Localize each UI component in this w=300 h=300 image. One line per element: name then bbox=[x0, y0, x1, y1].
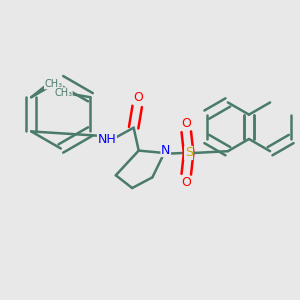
Text: S: S bbox=[184, 146, 193, 160]
Text: CH₃: CH₃ bbox=[44, 79, 63, 89]
Text: CH₃: CH₃ bbox=[54, 88, 72, 98]
Text: O: O bbox=[181, 117, 191, 130]
Text: N: N bbox=[161, 143, 170, 157]
Text: O: O bbox=[133, 92, 143, 104]
Text: O: O bbox=[181, 176, 191, 189]
Text: NH: NH bbox=[98, 133, 116, 146]
